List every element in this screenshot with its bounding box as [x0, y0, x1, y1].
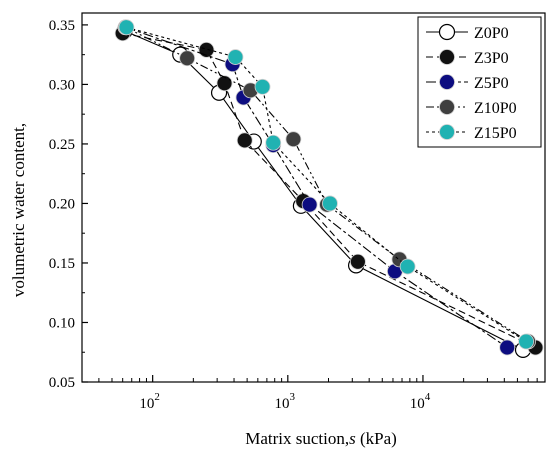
plot-border	[81, 12, 546, 383]
data-point	[254, 78, 271, 95]
x-tick-label: 104	[410, 391, 431, 412]
data-point	[518, 333, 535, 350]
series-layer	[114, 19, 544, 358]
y-tick-label: 0.15	[49, 256, 75, 272]
legend-marker	[439, 74, 455, 90]
series-z15p0	[118, 19, 535, 350]
legend-item: Z5P0	[426, 74, 509, 92]
data-point	[216, 75, 233, 92]
legend-marker	[438, 23, 456, 41]
data-point	[301, 196, 318, 213]
legend-box	[417, 16, 542, 148]
y-tick-label: 0.30	[49, 77, 75, 93]
y-axis: 0.05 0.10 0.15 0.20 0.25 0.30 0.35	[49, 18, 88, 391]
data-point	[499, 339, 516, 356]
y-tick-label: 0.20	[49, 196, 75, 212]
legend-marker	[439, 99, 455, 115]
legend-item: Z10P0	[426, 99, 517, 117]
legend-label: Z0P0	[474, 25, 509, 42]
legend-label: Z15P0	[474, 125, 517, 142]
y-tick-label: 0.05	[49, 375, 75, 391]
data-point	[399, 258, 416, 275]
legend-label: Z5P0	[474, 75, 509, 92]
x-tick-label: 103	[275, 391, 296, 412]
data-point	[265, 134, 282, 151]
x-axis-title: Matrix suction,s (kPa)	[245, 429, 397, 448]
legend-item: Z3P0	[426, 49, 509, 67]
data-point	[118, 19, 135, 36]
data-point	[227, 49, 244, 65]
data-point	[179, 50, 196, 67]
legend-label: Z3P0	[474, 50, 509, 67]
y-tick-label: 0.25	[49, 137, 75, 153]
legend-item: Z15P0	[426, 124, 517, 142]
plot-frame	[81, 12, 546, 383]
x-axis: 102 103 104	[81, 375, 546, 412]
data-point	[322, 195, 338, 212]
data-point	[349, 253, 366, 270]
y-tick-label: 0.35	[49, 18, 75, 34]
data-point	[285, 131, 302, 148]
x-tick-label: 102	[139, 391, 160, 412]
data-point	[236, 132, 253, 149]
legend-label: Z10P0	[474, 100, 517, 117]
legend-marker	[439, 49, 455, 65]
legend-item: Z0P0	[426, 23, 509, 42]
legend: Z0P0 Z3P0 Z5P0 Z10P0 Z15P0	[417, 16, 542, 148]
y-tick-label: 0.10	[49, 315, 75, 331]
legend-marker	[439, 124, 455, 140]
y-axis-title: volumetric water content,	[9, 123, 28, 297]
